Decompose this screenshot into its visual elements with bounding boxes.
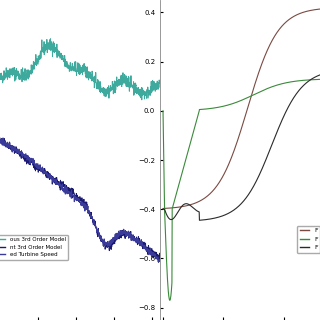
Legend: F, F, F: F, F, F [297,226,320,253]
Legend: ous 3rd Order Model, nt 3rd Order Model, ed Turbine Speed: ous 3rd Order Model, nt 3rd Order Model,… [0,235,68,260]
